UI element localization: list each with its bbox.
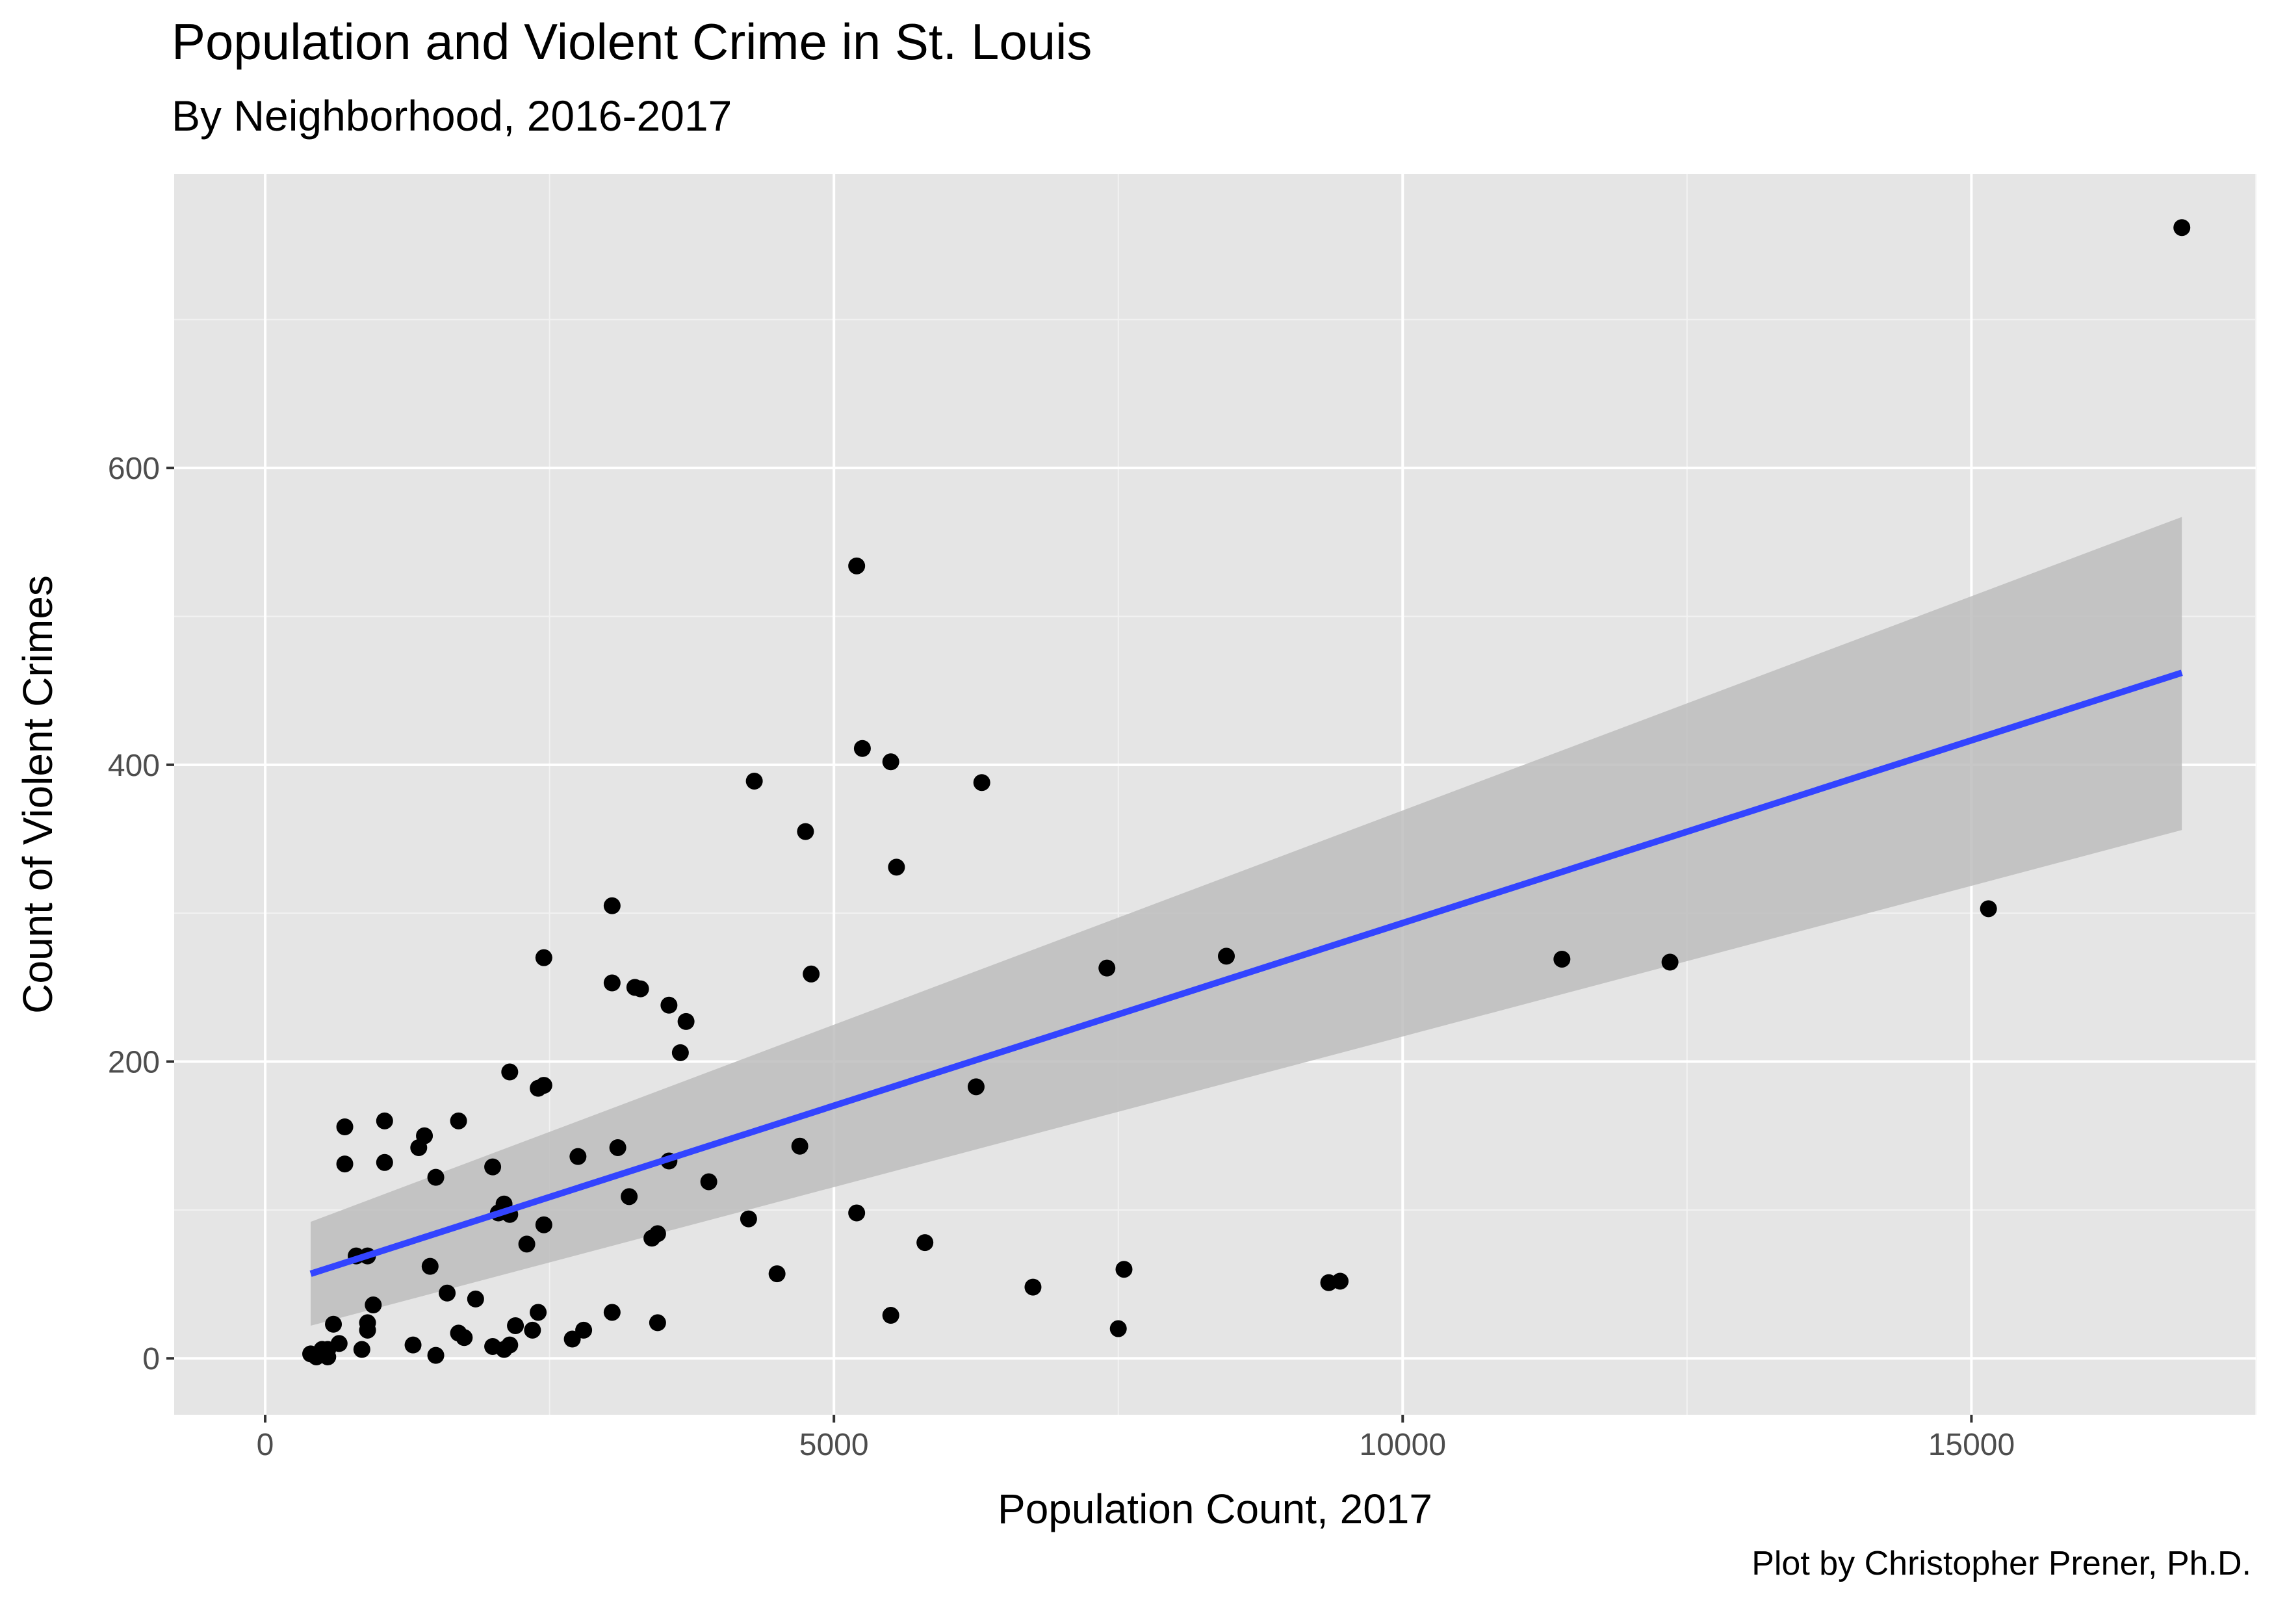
- data-point: [660, 996, 678, 1014]
- y-tick-label: 600: [108, 452, 160, 486]
- y-tick-label: 0: [142, 1342, 160, 1376]
- data-point: [643, 1230, 661, 1247]
- data-point: [376, 1154, 393, 1171]
- data-point: [569, 1148, 587, 1165]
- data-point: [353, 1341, 370, 1358]
- data-point: [603, 897, 621, 914]
- x-tick-label: 5000: [799, 1428, 869, 1462]
- regression-line-group: [309, 669, 2183, 1277]
- data-point: [575, 1321, 593, 1339]
- data-point: [1553, 950, 1571, 968]
- data-point: [535, 1216, 552, 1233]
- data-point: [427, 1168, 445, 1186]
- y-axis-title: Count of Violent Crimes: [14, 575, 61, 1014]
- data-point: [1109, 1320, 1127, 1337]
- data-point: [404, 1336, 422, 1354]
- data-point: [1024, 1278, 1042, 1296]
- major-gridlines: [174, 174, 2256, 1415]
- data-point: [518, 1235, 536, 1253]
- data-point: [507, 1317, 524, 1334]
- data-point: [848, 557, 866, 574]
- data-point: [621, 1188, 638, 1205]
- data-points: [302, 219, 2191, 1365]
- x-tick-label: 10000: [1360, 1428, 1446, 1462]
- data-point: [1661, 953, 1679, 971]
- data-point: [450, 1112, 467, 1129]
- data-point: [439, 1284, 456, 1302]
- x-axis-title: Population Count, 2017: [998, 1486, 1432, 1532]
- data-point: [1115, 1261, 1133, 1278]
- x-tick-label: 15000: [1928, 1428, 2015, 1462]
- data-point: [456, 1329, 473, 1347]
- data-point: [603, 974, 621, 992]
- data-point: [967, 1078, 985, 1096]
- data-point: [882, 753, 899, 771]
- data-point: [2173, 219, 2191, 237]
- data-point: [671, 1044, 689, 1061]
- data-point: [530, 1304, 547, 1321]
- data-point: [563, 1330, 581, 1348]
- data-point: [768, 1265, 786, 1283]
- data-point: [848, 1204, 866, 1222]
- data-point: [888, 858, 905, 876]
- data-point: [1332, 1272, 1349, 1290]
- y-tick-label: 200: [108, 1046, 160, 1080]
- data-point: [501, 1063, 519, 1081]
- data-point: [882, 1307, 899, 1324]
- data-point: [797, 823, 814, 840]
- data-point: [421, 1257, 439, 1275]
- data-point: [973, 774, 990, 792]
- x-tick-label: 0: [257, 1428, 274, 1462]
- data-point: [336, 1155, 354, 1173]
- data-point: [365, 1296, 382, 1314]
- data-point: [609, 1139, 627, 1156]
- data-point: [626, 979, 643, 996]
- data-point: [677, 1012, 695, 1030]
- data-point: [791, 1137, 808, 1155]
- data-point: [700, 1173, 717, 1191]
- data-point: [745, 772, 763, 790]
- data-point: [302, 1345, 320, 1363]
- data-point: [916, 1234, 934, 1252]
- data-point: [484, 1158, 502, 1176]
- y-tick-label: 400: [108, 749, 160, 783]
- data-point: [467, 1290, 484, 1308]
- data-point: [1098, 959, 1116, 977]
- data-point: [427, 1347, 445, 1364]
- data-point: [535, 949, 552, 966]
- data-point: [603, 1304, 621, 1321]
- data-point: [325, 1315, 342, 1333]
- data-point: [649, 1314, 666, 1332]
- data-point: [410, 1139, 428, 1156]
- data-point: [1980, 900, 1997, 918]
- y-axis-ticks: 0 200 400 600: [108, 452, 174, 1376]
- data-point: [359, 1321, 376, 1339]
- data-point: [740, 1210, 757, 1228]
- data-point: [530, 1079, 547, 1097]
- data-point: [484, 1337, 502, 1355]
- data-point: [853, 740, 871, 757]
- chart-caption: Plot by Christopher Prener, Ph.D.: [1751, 1545, 2251, 1582]
- chart-title: Population and Violent Crime in St. Loui…: [172, 13, 1092, 70]
- chart-subtitle: By Neighborhood, 2016-2017: [172, 92, 732, 140]
- x-axis-ticks: 0 5000 10000 15000: [257, 1415, 2015, 1462]
- data-point: [376, 1112, 393, 1129]
- regression-line: [309, 669, 2183, 1277]
- data-point: [524, 1321, 541, 1339]
- data-point: [1218, 947, 1235, 965]
- data-point: [803, 965, 820, 983]
- data-point: [336, 1118, 354, 1136]
